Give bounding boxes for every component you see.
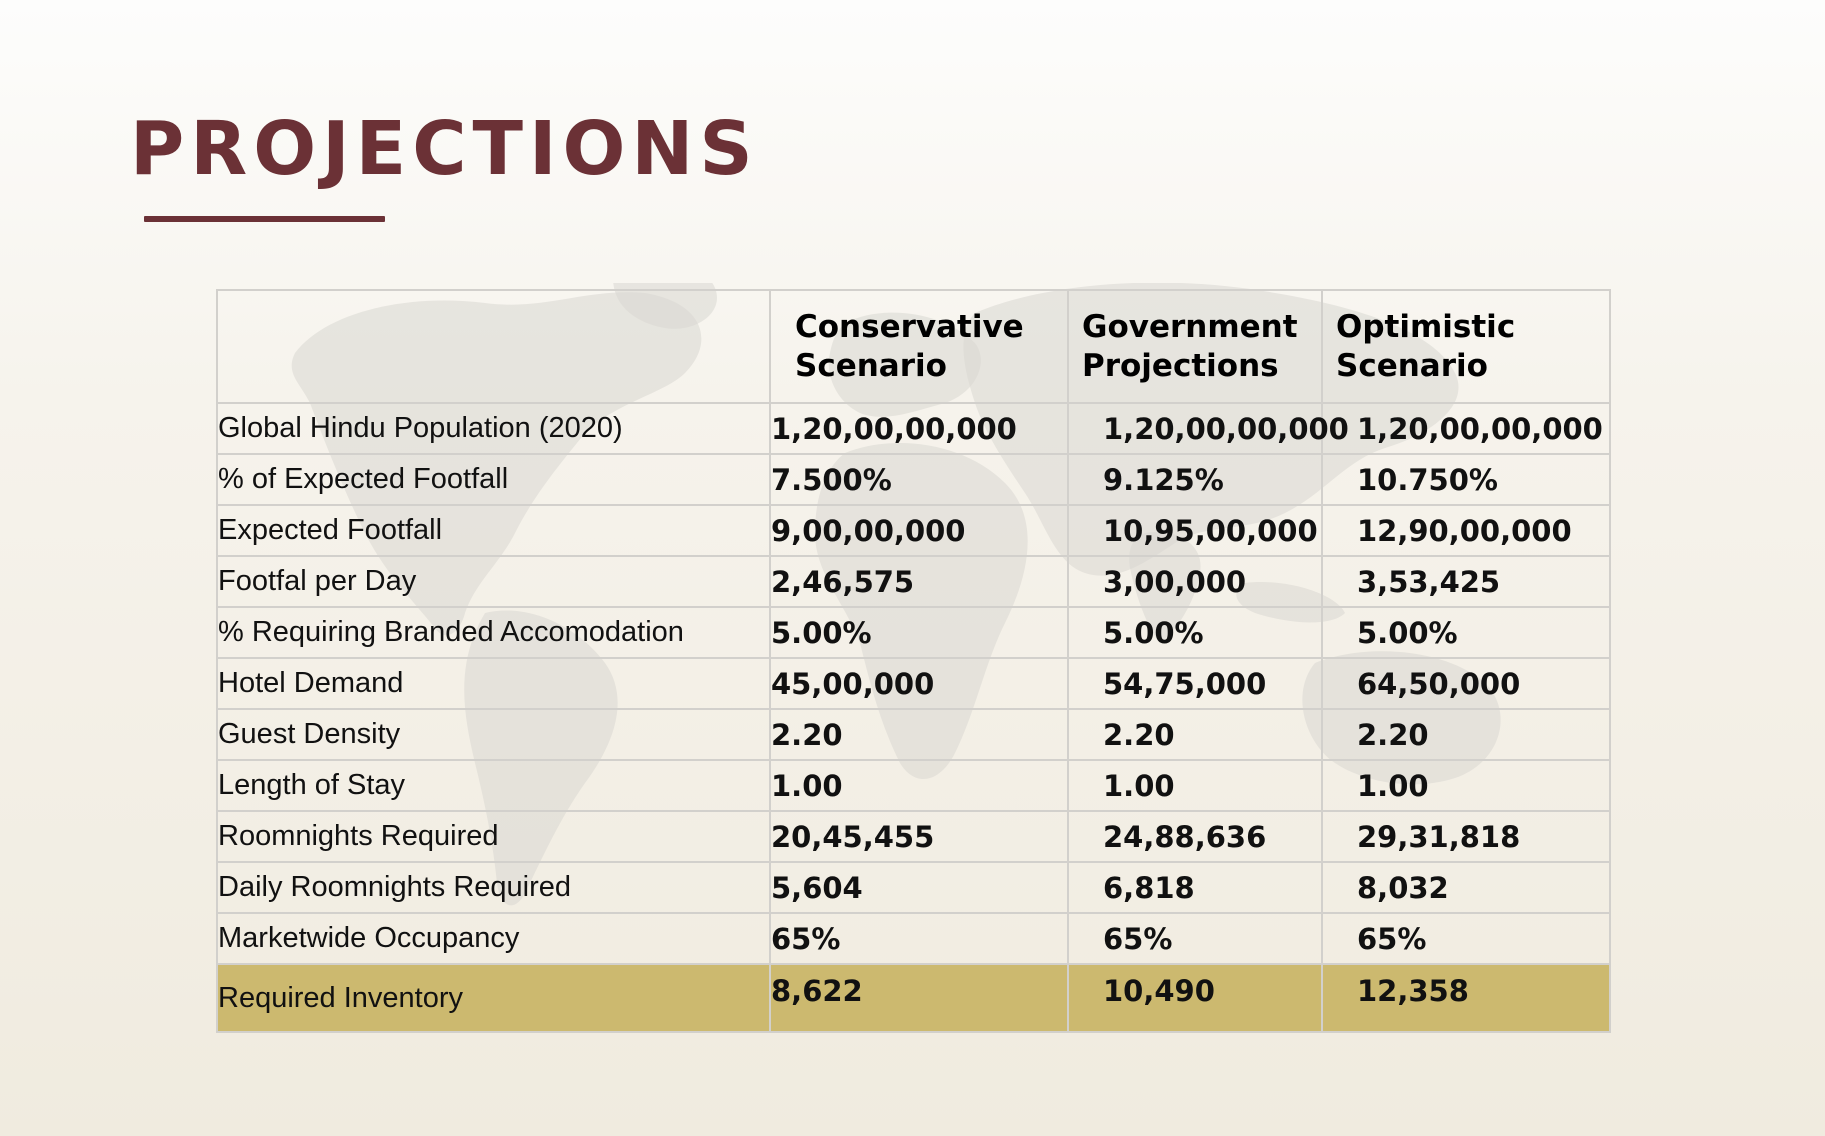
conservative-value: 7.500%: [769, 453, 1069, 506]
conservative-value: 65%: [769, 912, 1069, 965]
optimistic-value: 1,20,00,00,000: [1321, 402, 1611, 455]
optimistic-value: 29,31,818: [1321, 810, 1611, 863]
conservative-value: 1.00: [769, 759, 1069, 812]
row-label: Daily Roomnights Required: [216, 861, 771, 914]
projections-table: Conservative Scenario Government Project…: [216, 289, 1611, 1033]
conservative-value: 5,604: [769, 861, 1069, 914]
conservative-value: 1,20,00,00,000: [769, 402, 1069, 455]
government-value: 3,00,000: [1067, 555, 1323, 608]
table-row: % of Expected Footfall 7.500% 9.125% 10.…: [216, 453, 1611, 506]
conservative-value: 8,622: [769, 963, 1069, 1033]
header-empty: [216, 289, 771, 404]
table-header-row: Conservative Scenario Government Project…: [216, 289, 1611, 404]
row-label: % of Expected Footfall: [216, 453, 771, 506]
row-label: Hotel Demand: [216, 657, 771, 710]
table-row: % Requiring Branded Accomodation 5.00% 5…: [216, 606, 1611, 659]
header-government: Government Projections: [1067, 289, 1323, 404]
row-label: Guest Density: [216, 708, 771, 761]
optimistic-value: 12,90,00,000: [1321, 504, 1611, 557]
row-label: % Requiring Branded Accomodation: [216, 606, 771, 659]
table-row: Footfal per Day 2,46,575 3,00,000 3,53,4…: [216, 555, 1611, 608]
government-value: 1.00: [1067, 759, 1323, 812]
table-row: Marketwide Occupancy 65% 65% 65%: [216, 912, 1611, 965]
optimistic-value: 1.00: [1321, 759, 1611, 812]
conservative-value: 20,45,455: [769, 810, 1069, 863]
optimistic-value: 12,358: [1321, 963, 1611, 1033]
conservative-value: 45,00,000: [769, 657, 1069, 710]
header-conservative: Conservative Scenario: [769, 289, 1069, 404]
conservative-value: 2,46,575: [769, 555, 1069, 608]
table-row: Daily Roomnights Required 5,604 6,818 8,…: [216, 861, 1611, 914]
government-value: 1,20,00,00,000: [1067, 402, 1349, 455]
page-title: PROJECTIONS: [130, 106, 759, 192]
government-value: 5.00%: [1067, 606, 1323, 659]
row-label: Footfal per Day: [216, 555, 771, 608]
conservative-value: 2.20: [769, 708, 1069, 761]
government-value: 54,75,000: [1067, 657, 1323, 710]
optimistic-value: 64,50,000: [1321, 657, 1611, 710]
government-value: 10,490: [1067, 963, 1323, 1033]
optimistic-value: 2.20: [1321, 708, 1611, 761]
conservative-value: 5.00%: [769, 606, 1069, 659]
row-label: Expected Footfall: [216, 504, 771, 557]
row-label: Global Hindu Population (2020): [216, 402, 771, 455]
row-label: Marketwide Occupancy: [216, 912, 771, 965]
title-underline: [144, 216, 385, 222]
table-row: Global Hindu Population (2020) 1,20,00,0…: [216, 402, 1611, 455]
table-row: Guest Density 2.20 2.20 2.20: [216, 708, 1611, 761]
row-label: Roomnights Required: [216, 810, 771, 863]
header-optimistic: Optimistic Scenario: [1321, 289, 1611, 404]
total-row: Required Inventory 8,622 10,490 12,358: [216, 963, 1611, 1033]
optimistic-value: 3,53,425: [1321, 555, 1611, 608]
government-value: 9.125%: [1067, 453, 1323, 506]
conservative-value: 9,00,00,000: [769, 504, 1069, 557]
table-row: Expected Footfall 9,00,00,000 10,95,00,0…: [216, 504, 1611, 557]
table-row: Hotel Demand 45,00,000 54,75,000 64,50,0…: [216, 657, 1611, 710]
government-value: 6,818: [1067, 861, 1323, 914]
table-row: Roomnights Required 20,45,455 24,88,636 …: [216, 810, 1611, 863]
row-label: Length of Stay: [216, 759, 771, 812]
government-value: 65%: [1067, 912, 1323, 965]
row-label: Required Inventory: [216, 963, 771, 1033]
optimistic-value: 65%: [1321, 912, 1611, 965]
table-row: Length of Stay 1.00 1.00 1.00: [216, 759, 1611, 812]
optimistic-value: 8,032: [1321, 861, 1611, 914]
optimistic-value: 10.750%: [1321, 453, 1611, 506]
government-value: 10,95,00,000: [1067, 504, 1323, 557]
optimistic-value: 5.00%: [1321, 606, 1611, 659]
government-value: 24,88,636: [1067, 810, 1323, 863]
government-value: 2.20: [1067, 708, 1323, 761]
